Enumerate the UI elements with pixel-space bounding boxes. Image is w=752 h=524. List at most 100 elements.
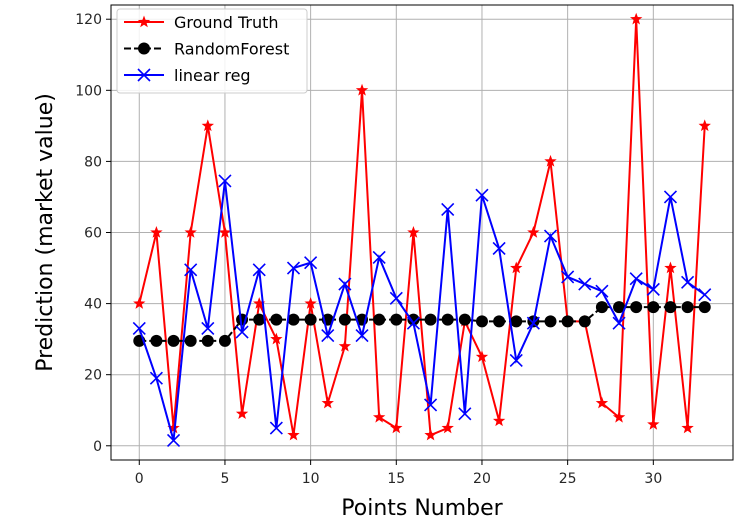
- data-point: [561, 315, 574, 328]
- data-point: [595, 301, 608, 314]
- data-point: [218, 174, 232, 188]
- legend-marker: [138, 42, 150, 55]
- y-tick-label: 100: [75, 83, 102, 99]
- data-point: [218, 226, 232, 238]
- data-point: [441, 421, 454, 434]
- data-point: [235, 407, 249, 420]
- series-layer: [132, 12, 712, 448]
- data-point: [493, 315, 506, 328]
- data-point: [664, 261, 677, 274]
- data-point: [492, 414, 506, 427]
- legend-entry: Ground Truth: [124, 13, 279, 32]
- data-point: [166, 433, 181, 448]
- data-point: [253, 297, 266, 309]
- data-point: [663, 190, 678, 204]
- data-point: [543, 229, 558, 243]
- data-point: [304, 297, 317, 309]
- data-point: [458, 407, 472, 421]
- y-tick-label: 0: [93, 439, 102, 455]
- y-tick-label: 40: [84, 297, 102, 313]
- data-point: [475, 315, 488, 328]
- data-point: [526, 316, 540, 330]
- data-point: [167, 421, 180, 434]
- data-point: [304, 256, 318, 270]
- data-point: [406, 316, 420, 330]
- data-point: [664, 301, 677, 314]
- y-tick-label: 120: [75, 12, 102, 28]
- data-point: [252, 263, 266, 277]
- data-point: [630, 301, 643, 314]
- data-point: [372, 250, 386, 264]
- y-tick-label: 80: [84, 154, 102, 170]
- data-point: [149, 371, 163, 385]
- x-tick-label: 20: [473, 471, 491, 487]
- data-point: [321, 396, 334, 409]
- x-axis: 0 5 10 15 20 25 30: [135, 460, 662, 487]
- data-point: [201, 334, 214, 347]
- data-point: [269, 421, 283, 435]
- data-point: [389, 291, 403, 305]
- data-point: [681, 421, 694, 434]
- data-point: [355, 329, 369, 343]
- y-axis: 0 20 40 60 80 100 120: [75, 12, 111, 455]
- x-tick-label: 5: [220, 471, 229, 487]
- data-point: [629, 272, 643, 286]
- data-point: [612, 316, 626, 330]
- data-point: [509, 353, 523, 368]
- x-tick-label: 0: [135, 471, 144, 487]
- data-point: [338, 277, 352, 291]
- data-point: [424, 398, 438, 412]
- data-point: [681, 301, 694, 314]
- data-point: [698, 119, 711, 132]
- data-point: [321, 329, 335, 343]
- legend-label: linear reg: [174, 66, 251, 85]
- data-point: [544, 315, 557, 328]
- data-point: [270, 313, 283, 326]
- y-tick-label: 20: [84, 368, 102, 384]
- data-point: [595, 396, 609, 409]
- series-linear-reg: [132, 174, 712, 448]
- legend-label: Ground Truth: [174, 13, 279, 32]
- data-point: [150, 334, 163, 347]
- data-point: [647, 417, 660, 430]
- data-point: [612, 410, 626, 423]
- data-point: [630, 12, 643, 25]
- data-point: [492, 241, 506, 256]
- data-point: [167, 334, 180, 347]
- data-point: [218, 334, 231, 347]
- x-tick-label: 10: [302, 471, 320, 487]
- data-point: [184, 334, 197, 347]
- data-point: [235, 325, 249, 339]
- data-point: [475, 188, 489, 202]
- data-point: [355, 83, 369, 96]
- data-point: [424, 313, 437, 326]
- grid-lines: [111, 5, 733, 460]
- y-axis-label: Prediction (market value): [33, 93, 58, 372]
- data-point: [544, 154, 557, 167]
- legend-marker: [137, 68, 151, 82]
- data-point: [407, 226, 420, 238]
- series-line: [138, 180, 706, 441]
- data-point: [132, 321, 146, 336]
- data-point: [458, 313, 471, 326]
- data-point: [133, 297, 146, 309]
- data-point: [698, 301, 711, 314]
- data-point: [286, 261, 301, 275]
- data-point: [184, 226, 197, 238]
- data-point: [561, 270, 575, 284]
- x-axis-label: Points Number: [341, 496, 503, 521]
- data-point: [475, 350, 489, 363]
- data-point: [527, 226, 540, 238]
- data-point: [698, 288, 712, 302]
- data-point: [150, 226, 163, 238]
- data-point: [201, 321, 215, 336]
- y-tick-label: 60: [84, 226, 102, 242]
- data-point: [287, 428, 300, 441]
- data-point: [424, 428, 437, 441]
- legend-marker: [137, 15, 151, 28]
- data-point: [184, 263, 198, 277]
- data-point: [510, 315, 523, 328]
- data-point: [390, 421, 403, 434]
- data-point: [253, 313, 266, 326]
- legend: Ground Truth RandomForest linear reg: [116, 8, 308, 94]
